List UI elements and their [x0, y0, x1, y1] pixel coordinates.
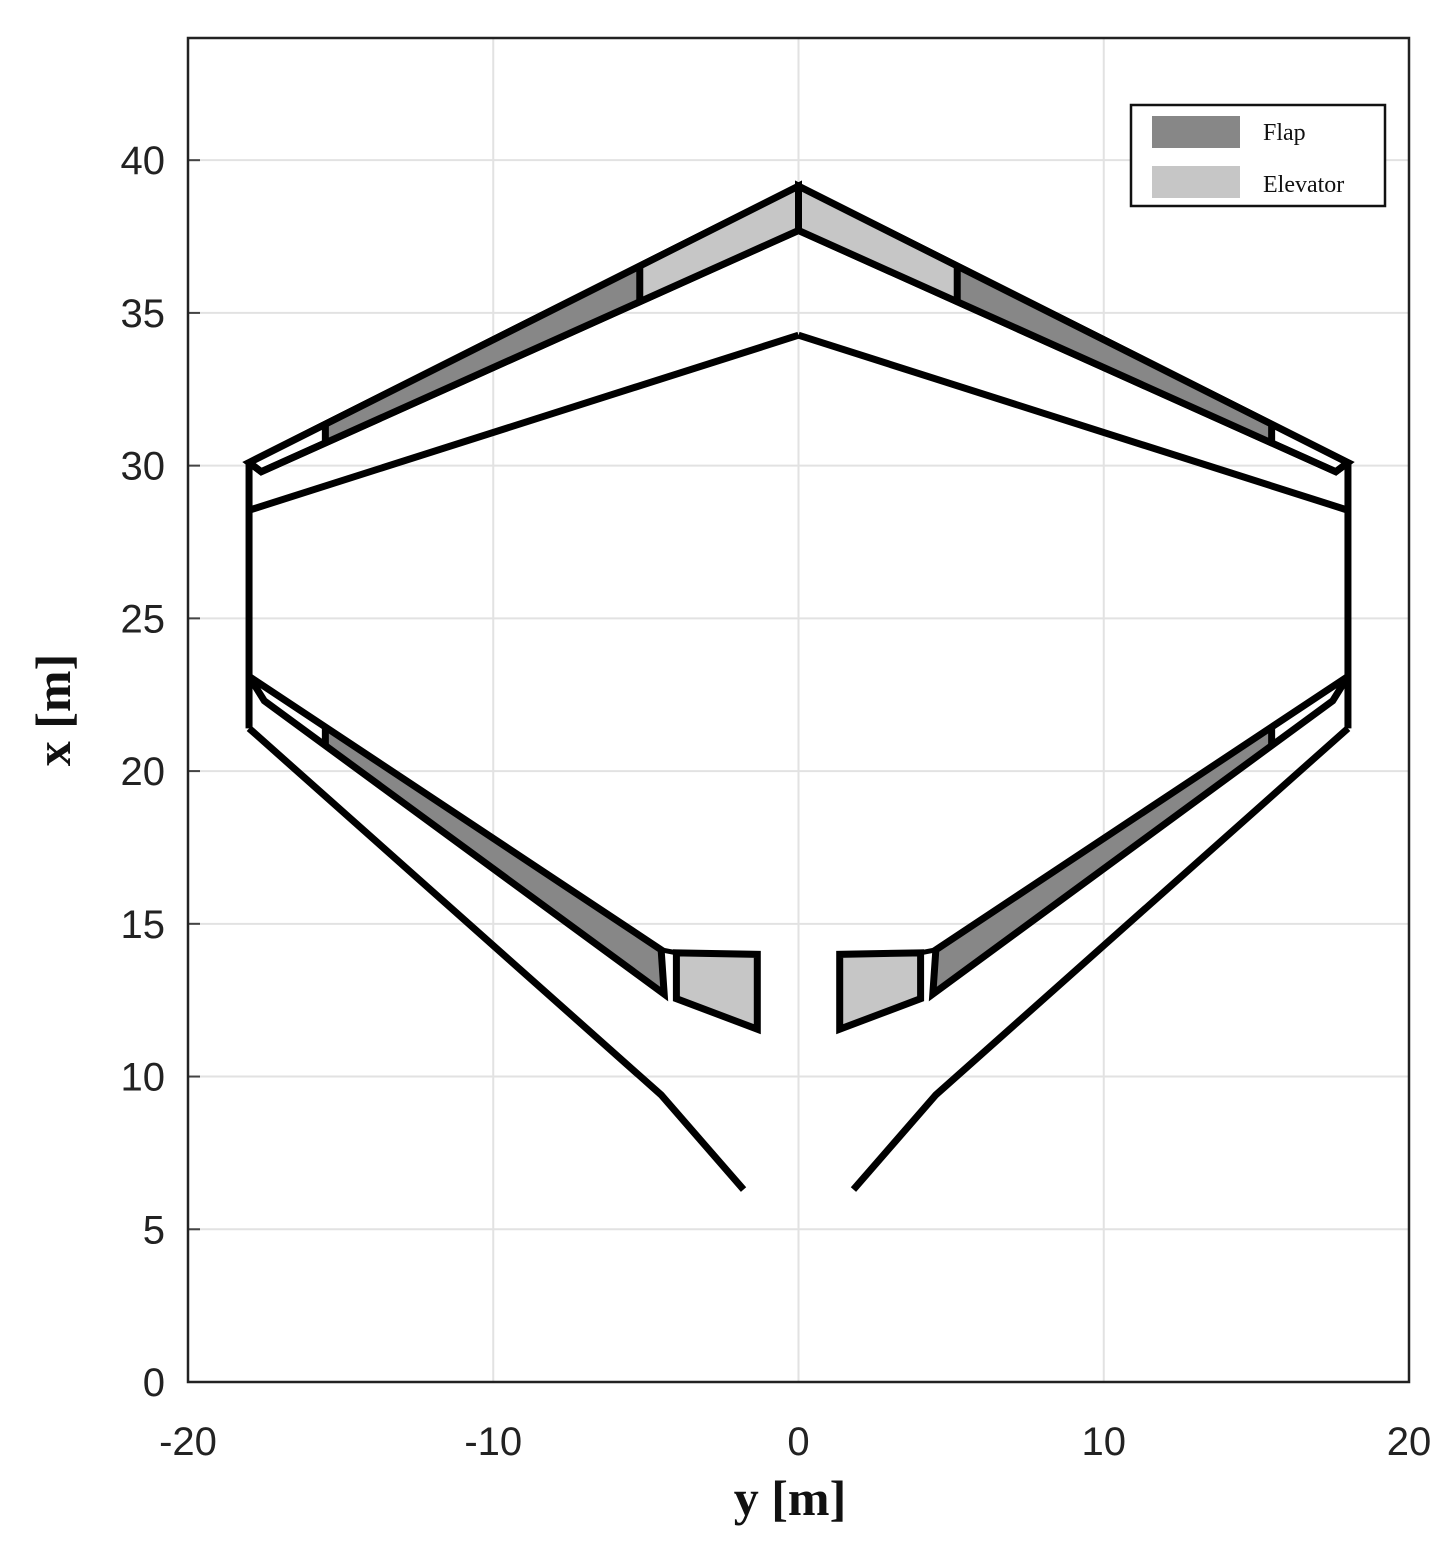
y-tick-label: 20: [121, 750, 166, 794]
legend-swatch-flap: [1152, 116, 1240, 148]
y-tick-label: 10: [121, 1056, 166, 1100]
lower-band-outline-left: [246, 673, 669, 1002]
legend-swatch-elevator: [1152, 166, 1240, 198]
y-tick-label: 25: [121, 597, 166, 641]
y-tick-label: 30: [121, 445, 166, 489]
lower-outer-line-right: [850, 725, 1351, 1192]
planform-shapes: [242, 180, 1355, 1192]
upper-elevator-left: [639, 186, 799, 302]
y-tick-label: 15: [121, 903, 166, 947]
legend: Flap Elevator: [1129, 103, 1387, 208]
upper-flap-right: [957, 266, 1272, 443]
grid: [187, 38, 1410, 1383]
lower-outer-line-left: [246, 725, 747, 1192]
upper-elevator-right: [798, 186, 958, 302]
upper-aft-line-right: [797, 331, 1350, 514]
lower-band-outline-right: [928, 673, 1351, 1002]
x-tick-label: 20: [1387, 1420, 1432, 1464]
y-tick-label: 40: [121, 139, 166, 183]
lower-elevator-right: [836, 949, 925, 1035]
x-tick-label: -20: [159, 1420, 217, 1464]
lower-flap-right: [932, 727, 1272, 995]
x-tick-label: 0: [787, 1420, 809, 1464]
upper-band-outline-right: [795, 180, 1355, 476]
x-tick-label: 10: [1082, 1420, 1127, 1464]
x-axis-label: y [m]: [734, 1470, 846, 1526]
x-tick-label: -10: [464, 1420, 522, 1464]
lower-flap-left: [325, 727, 665, 995]
tick-labels: -20 -10 0 10 20 0 5 10 15 20 25 30 35 40: [121, 139, 1432, 1464]
lower-elevator-left: [672, 949, 761, 1035]
legend-label-flap: Flap: [1263, 120, 1306, 146]
y-tick-label: 35: [121, 292, 166, 336]
legend-label-elevator: Elevator: [1263, 172, 1344, 198]
y-tick-label: 0: [143, 1361, 165, 1405]
axes-box: [186, 36, 1411, 1384]
upper-aft-line-left: [247, 331, 800, 514]
upper-flap-left: [325, 266, 640, 443]
y-axis-label: x [m]: [25, 654, 81, 766]
y-tick-label: 5: [143, 1208, 165, 1252]
